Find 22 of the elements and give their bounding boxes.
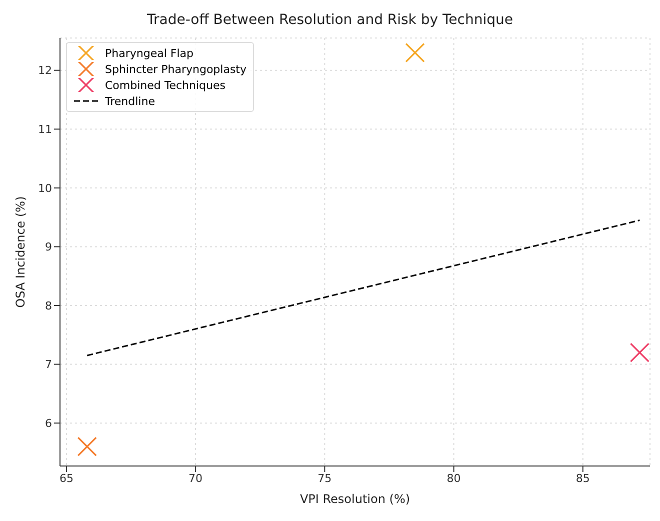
point xyxy=(630,342,650,362)
y-tick-label: 10 xyxy=(38,182,52,195)
x-tick-label: 80 xyxy=(446,472,461,485)
point xyxy=(405,42,425,62)
y-tick-label: 9 xyxy=(45,240,52,254)
point xyxy=(77,436,97,456)
x-axis-title: VPI Resolution (%) xyxy=(300,492,410,506)
chart-title: Trade-off Between Resolution and Risk by Technique xyxy=(146,12,514,28)
y-axis-title: OSA Incidence (%) xyxy=(13,196,28,308)
legend-label: Combined Techniques xyxy=(105,78,226,92)
x-tick-label: 70 xyxy=(188,472,203,485)
y-tick-label: 8 xyxy=(45,299,52,312)
legend-label: Sphincter Pharyngoplasty xyxy=(105,62,247,76)
x-tick-label: 65 xyxy=(59,472,74,485)
legend-label: Trendline xyxy=(105,94,155,108)
legend-label: Pharyngeal Flap xyxy=(105,46,194,60)
x-tick-label: 75 xyxy=(318,472,332,485)
x-tick-label: 85 xyxy=(576,472,590,485)
y-tick-label: 11 xyxy=(38,123,52,136)
y-tick-label: 7 xyxy=(45,358,52,372)
y-tick-label: 6 xyxy=(45,416,52,430)
y-tick-label: 12 xyxy=(38,64,52,78)
